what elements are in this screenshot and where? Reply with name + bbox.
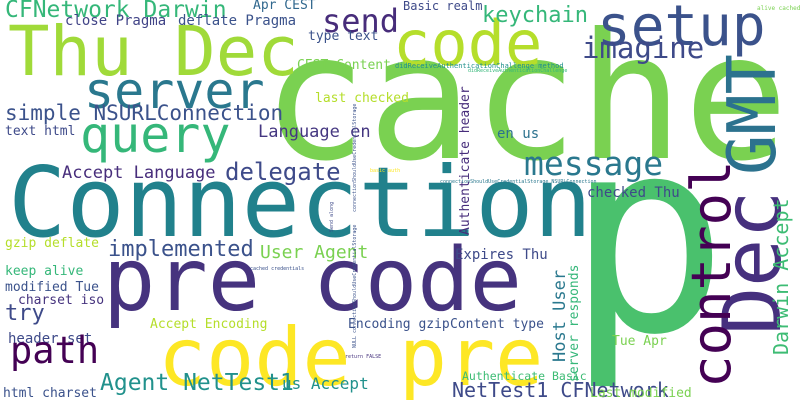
word: GMT (713, 54, 791, 175)
word: connectionShouldUseCredentialStorage (352, 104, 358, 212)
word: Dec (706, 191, 799, 336)
word: code pre (158, 311, 543, 400)
word: didReceiveAuthenticationChallenge (468, 68, 567, 74)
word: header set (8, 331, 92, 347)
word: return FALSE (345, 354, 381, 360)
word: server (84, 62, 265, 120)
word: last checked (315, 91, 409, 106)
word: Agent NetTest1 (100, 370, 294, 396)
word: control (680, 160, 743, 388)
word: en us (497, 126, 539, 142)
word: path (10, 329, 99, 372)
word: Send along (329, 202, 335, 232)
word: checked Thu (587, 185, 680, 201)
word: Accept Encoding (150, 317, 267, 332)
word: connectionShouldUseCredentialStorage NSU… (440, 179, 597, 185)
word: Darwin Accept (769, 198, 793, 355)
word: CEST Content (297, 58, 391, 73)
word: User Agent (260, 242, 368, 263)
word: Thu Dec (8, 12, 299, 92)
word: query (80, 106, 231, 164)
word: Authenticate header (458, 86, 473, 235)
word: close Pragma (65, 13, 166, 29)
word: imagine (582, 31, 704, 65)
word: cached credentials (250, 266, 304, 272)
word: server responds (567, 265, 582, 382)
word: Connection (8, 146, 592, 259)
word: basic auth (370, 168, 400, 174)
word: type text (308, 29, 378, 44)
word: text html (5, 124, 75, 139)
word: Authenticate Basic (462, 369, 587, 383)
word: Language en (258, 122, 371, 142)
word: message (524, 144, 663, 183)
word: try (5, 301, 45, 326)
word: delegate (225, 158, 341, 186)
word: didReceiveAuthenticationChallenge method (395, 62, 564, 70)
word: us Accept (282, 374, 369, 393)
word: Content type (450, 317, 544, 332)
word: CFNetwork Darwin (5, 0, 227, 23)
word: keychain (482, 3, 588, 28)
word: simple NSURLConnection (5, 101, 283, 125)
word: alive cached (757, 5, 800, 12)
word: Tue Apr (612, 334, 667, 349)
word: setup (597, 0, 766, 59)
word: Last modified (590, 386, 692, 400)
word: Apr CEST (253, 0, 316, 13)
word: pre code (103, 229, 522, 331)
word: gzip deflate (5, 236, 99, 251)
word: charset iso (18, 293, 104, 308)
word: NULL connectionShouldUseCredentialStorag… (352, 225, 358, 348)
word: modified Tue (5, 280, 99, 295)
word: p (566, 79, 729, 394)
word: implemented (108, 237, 254, 262)
word: Accept Language (62, 163, 216, 183)
word: NetTest1 CFNetwork (452, 378, 669, 400)
word: html charset (3, 386, 97, 400)
word: keep alive (5, 264, 83, 279)
word: code (393, 7, 542, 80)
word: deflate Pragma (178, 13, 296, 29)
word: send (322, 2, 399, 40)
word: Basic realm (403, 0, 482, 13)
word: Host User (550, 270, 570, 362)
word: cache (262, 0, 789, 200)
word: Encoding gzip (348, 317, 450, 332)
word: Expires Thu (455, 247, 548, 263)
